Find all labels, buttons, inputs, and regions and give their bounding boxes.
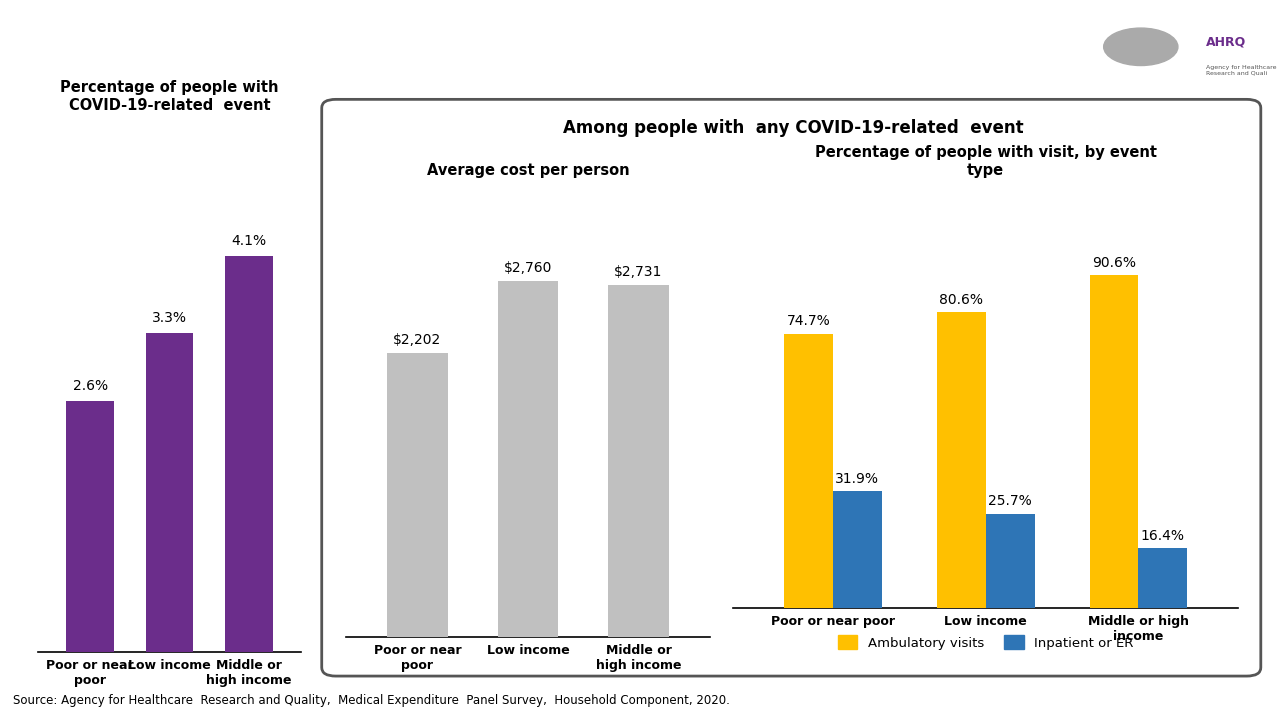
Bar [1138, 548, 1188, 608]
Text: Among people with  any COVID-19-related  event: Among people with any COVID-19-related e… [563, 120, 1024, 138]
Text: Figure 4. COVID-19 utilization and expenditures by income level, 2020: Figure 4. COVID-19 utilization and expen… [93, 35, 1033, 59]
Bar [67, 401, 114, 652]
Text: 16.4%: 16.4% [1140, 528, 1185, 543]
Bar [1089, 276, 1138, 608]
Text: 74.7%: 74.7% [786, 315, 831, 328]
Bar [225, 256, 273, 652]
Bar [937, 312, 986, 608]
Text: 3.3%: 3.3% [152, 312, 187, 325]
Title: Percentage of people with
COVID-19-related  event: Percentage of people with COVID-19-relat… [60, 81, 279, 113]
Bar [146, 333, 193, 652]
Bar [498, 282, 558, 637]
Text: AHRQ: AHRQ [1206, 35, 1245, 49]
Circle shape [1103, 28, 1178, 66]
Text: 2.6%: 2.6% [73, 379, 108, 393]
Text: $2,731: $2,731 [614, 265, 663, 279]
Bar [783, 334, 833, 608]
Text: 80.6%: 80.6% [940, 292, 983, 307]
Text: 25.7%: 25.7% [988, 495, 1032, 508]
Text: $2,760: $2,760 [504, 261, 552, 276]
FancyBboxPatch shape [321, 99, 1261, 676]
Bar [608, 285, 669, 637]
Title: Percentage of people with visit, by event
type: Percentage of people with visit, by even… [814, 145, 1157, 178]
FancyBboxPatch shape [1094, 6, 1276, 91]
Text: $2,202: $2,202 [393, 333, 442, 347]
Bar [986, 514, 1034, 608]
Bar [833, 491, 882, 608]
Text: 90.6%: 90.6% [1092, 256, 1135, 270]
Text: Agency for Healthcare
Research and Quali: Agency for Healthcare Research and Quali [1206, 65, 1276, 76]
Text: 4.1%: 4.1% [232, 234, 266, 248]
Title: Average cost per person: Average cost per person [426, 163, 630, 178]
Bar [387, 354, 448, 637]
Text: Source: Agency for Healthcare  Research and Quality,  Medical Expenditure  Panel: Source: Agency for Healthcare Research a… [13, 693, 730, 707]
Text: 31.9%: 31.9% [836, 472, 879, 486]
Legend: Ambulatory visits, Inpatient or ER: Ambulatory visits, Inpatient or ER [832, 630, 1139, 655]
